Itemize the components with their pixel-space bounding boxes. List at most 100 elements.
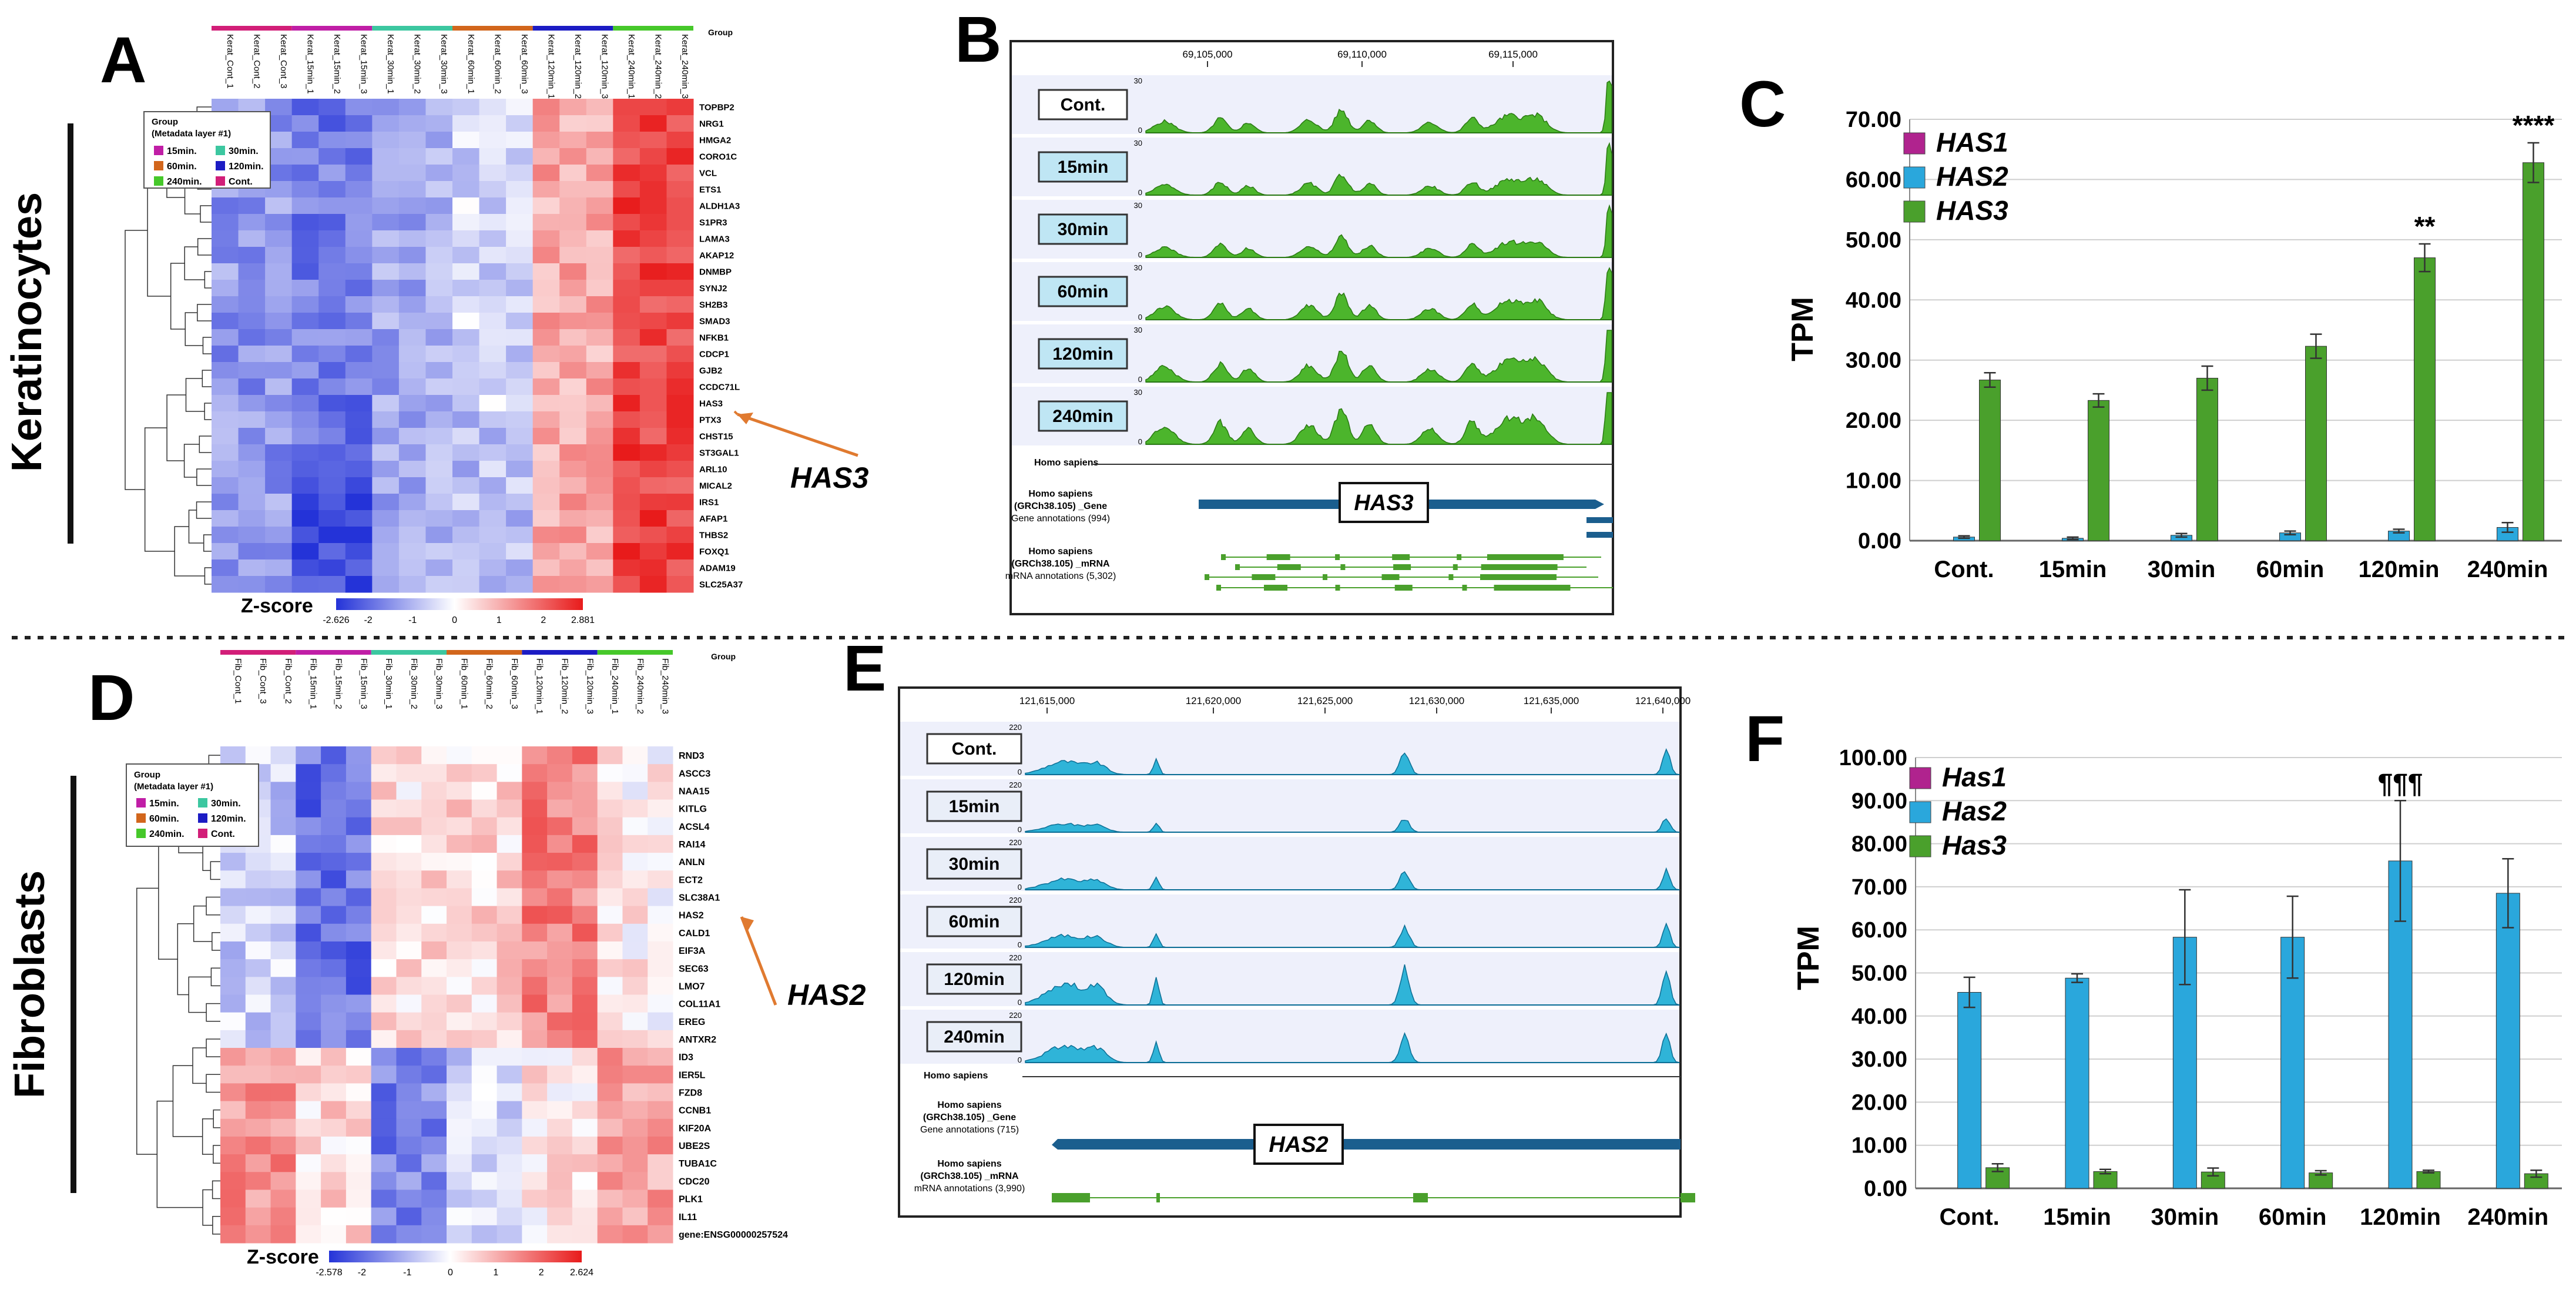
sample-tracks: 30 0 Cont. 30 0 15min 30 0 30min 30 0 60min 30 0 120mi…	[1012, 75, 1612, 446]
heatmap-cell	[346, 888, 372, 907]
sample-label-box	[926, 906, 1022, 937]
column-labels: Kerat_Cont_1 Kerat_Cont_2 Kerat_Cont_3 Kera…	[225, 34, 690, 99]
heatmap-cell	[532, 247, 560, 264]
heatmap-cell	[296, 1083, 321, 1102]
heatmap-cell	[497, 870, 522, 889]
heatmap-cell	[597, 817, 623, 836]
heatmap-cell	[622, 994, 648, 1013]
heatmap-cell	[425, 378, 453, 396]
heatmap-cell	[265, 280, 293, 297]
heatmap-cell	[559, 165, 587, 182]
heatmap-cell	[396, 1190, 422, 1208]
heatmap-cell	[245, 977, 271, 995]
mrna-exon	[1323, 574, 1327, 580]
dendrogram-branch	[206, 1074, 220, 1093]
heatmap-a: Group Kerat_Cont_1 Kerat_Cont_2 Kerat_Cont…	[125, 26, 869, 625]
heatmap-cell	[265, 576, 293, 593]
signal-area	[1145, 142, 1612, 196]
heatmap-cell	[622, 817, 648, 836]
heatmap-cell	[346, 1207, 372, 1226]
legend-swatch	[154, 161, 163, 170]
error-bar	[1984, 371, 1996, 388]
heatmap-cell	[265, 247, 293, 264]
callout-arrow-d	[740, 916, 777, 1006]
group-bar-segment	[371, 650, 447, 655]
heatmap-cell	[396, 888, 422, 907]
heatmap-cell	[245, 746, 271, 765]
heatmap-cell	[547, 1207, 573, 1226]
panel-letter-a: A	[100, 24, 146, 96]
heatmap-cell	[506, 527, 534, 544]
heatmap-cell	[291, 181, 319, 198]
heatmap-cell	[270, 1225, 296, 1244]
group-bar-segment	[372, 26, 452, 31]
x-tick-label: 60min	[2256, 557, 2325, 582]
gridlines	[1915, 757, 2562, 1190]
heatmap-cell	[425, 313, 453, 330]
heatmap-cell	[622, 870, 648, 889]
heatmap-cell	[345, 411, 373, 428]
heatmap-cell	[559, 362, 587, 379]
callout-label-has3: HAS3	[790, 461, 869, 494]
heatmap-cell	[270, 1118, 296, 1137]
heatmap-cells	[220, 746, 673, 1244]
heatmap-cell	[586, 461, 613, 478]
heatmap-cell	[597, 1012, 623, 1031]
heatmap-cell	[345, 313, 373, 330]
heatmap-cell	[396, 1030, 422, 1048]
heatmap-cell	[547, 1012, 573, 1031]
heatmap-cell	[547, 1136, 573, 1155]
y-tick-label: 30.00	[1852, 1047, 1907, 1072]
gene-label: ST3GAL1	[699, 448, 739, 458]
heatmap-cell	[447, 1136, 472, 1155]
heatmap-cell	[613, 527, 640, 544]
heatmap-cell	[421, 1048, 447, 1066]
heatmap-cell	[522, 782, 548, 800]
track-ymax: 30	[1134, 201, 1142, 210]
track-ymax: 220	[1009, 838, 1022, 847]
heatmap-cell	[270, 906, 296, 924]
heatmap-cell	[559, 280, 587, 297]
heatmap-cell	[666, 181, 694, 198]
dendrogram-branch	[144, 427, 175, 552]
heatmap-cell	[532, 296, 560, 313]
genome-browser-b: 69,105,000 69,110,000 69,115,000 300Cont.3…	[1005, 40, 1614, 615]
heatmap-cell	[622, 941, 648, 960]
group-bar-segment	[613, 26, 693, 31]
column-label: Kerat_120min_3	[600, 34, 610, 99]
heatmap-cell	[597, 853, 623, 871]
heatmap-cell	[559, 576, 587, 593]
heatmap-cell	[421, 817, 447, 836]
group-bar-segment	[447, 650, 522, 655]
heatmap-cell	[597, 1207, 623, 1226]
heatmap-cell	[372, 148, 400, 165]
heatmap-cell	[396, 746, 422, 765]
heatmap-cell	[398, 527, 426, 544]
error-bar	[2530, 1169, 2543, 1178]
heatmap-cell	[291, 148, 319, 165]
y-tick-label: 0.00	[1864, 1177, 1907, 1201]
heatmap-cell	[648, 799, 673, 818]
heatmap-cell	[471, 1048, 498, 1066]
heatmap-cell	[212, 428, 239, 445]
heatmap-cell	[522, 994, 548, 1013]
heatmap-d: Group Fib_Cont_1 Fib_Cont_3 Fib_Cont_2 Fib_…	[126, 650, 866, 1278]
group-bar-segment	[597, 650, 673, 655]
dendrogram-branch	[212, 1180, 220, 1199]
dendrogram-branch	[184, 246, 205, 280]
heatmap-cell	[622, 1154, 648, 1172]
heatmap-cell	[559, 247, 587, 264]
y-tick-label: 90.00	[1852, 789, 1907, 813]
heatmap-cell	[212, 230, 239, 247]
mrna-exon	[1480, 574, 1557, 580]
heatmap-cell	[648, 941, 673, 960]
heatmap-cell	[296, 799, 321, 818]
heatmap-cell	[321, 923, 347, 942]
column-label: Fib_Cont_3	[258, 658, 268, 704]
heatmap-cell	[346, 835, 372, 853]
heatmap-cell	[421, 1012, 447, 1031]
gene-labels: TOPBP2 NRG1 HMGA2 CORO1C VCL ETS1 ALDH1A3 S1PR3…	[699, 103, 743, 590]
heatmap-cell	[532, 115, 560, 132]
heatmap-cell	[321, 799, 347, 818]
heatmap-cell	[597, 799, 623, 818]
